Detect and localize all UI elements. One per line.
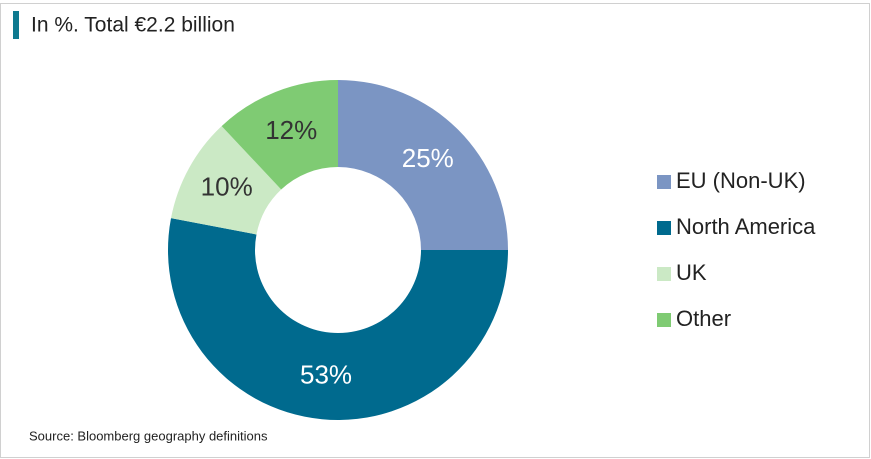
value-label: 10% bbox=[201, 172, 253, 202]
legend-label: Other bbox=[676, 306, 731, 331]
chart-title: In %. Total €2.2 billion bbox=[31, 14, 235, 37]
donut-slice bbox=[221, 80, 338, 190]
donut-slice bbox=[171, 126, 282, 235]
legend-swatch bbox=[657, 267, 671, 281]
legend-swatch bbox=[657, 175, 671, 189]
source-note: Source: Bloomberg geography definitions bbox=[29, 428, 268, 443]
donut-slice bbox=[338, 80, 508, 250]
legend-swatch bbox=[657, 221, 671, 235]
legend-label: EU (Non-UK) bbox=[676, 168, 806, 193]
title-accent bbox=[13, 11, 19, 39]
legend-label: UK bbox=[676, 260, 707, 285]
legend-label: North America bbox=[676, 214, 816, 239]
value-label: 53% bbox=[300, 359, 352, 389]
donut-slice bbox=[167, 218, 508, 421]
value-label: 12% bbox=[265, 115, 317, 145]
legend-swatch bbox=[657, 313, 671, 327]
value-label: 25% bbox=[402, 143, 454, 173]
